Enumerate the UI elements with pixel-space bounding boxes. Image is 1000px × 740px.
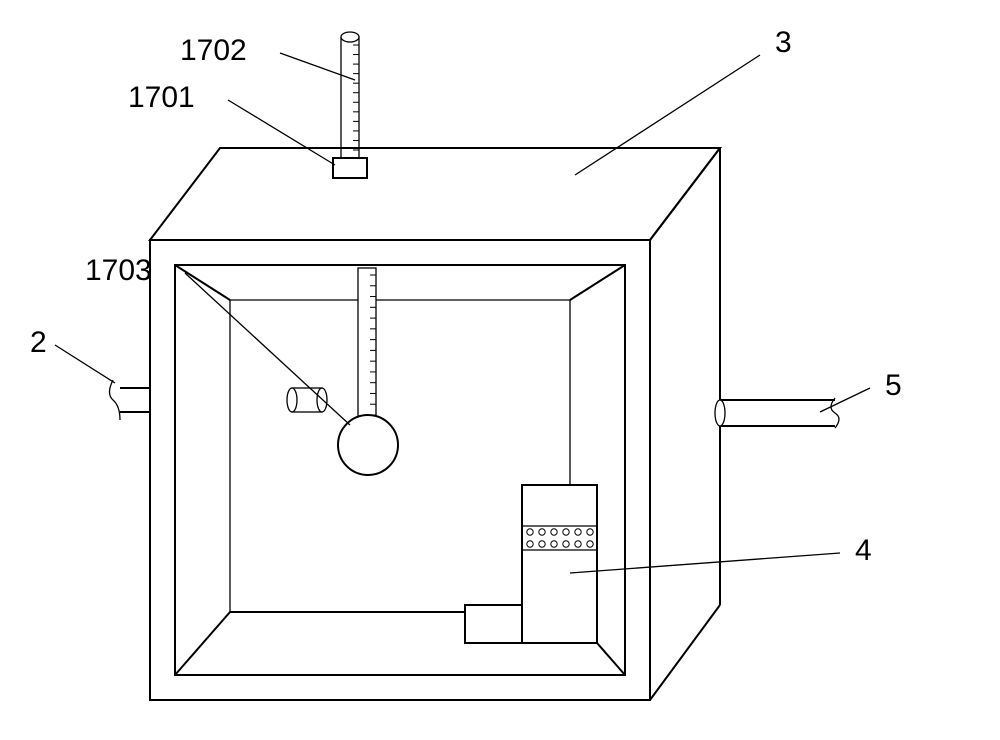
leader-line: [55, 345, 115, 383]
leader-line: [185, 273, 350, 425]
inner-block-step: [465, 605, 522, 643]
leader-line: [280, 53, 355, 80]
label-5: 5: [885, 369, 902, 402]
inner-block-main: [522, 485, 597, 643]
label-1701: 1701: [128, 81, 195, 114]
label-3: 3: [775, 26, 792, 59]
label-4: 4: [855, 534, 872, 567]
float-ball: [338, 415, 398, 475]
label-1703: 1703: [85, 254, 152, 287]
leader-line: [570, 553, 840, 573]
leader-line: [228, 100, 335, 165]
leader-line: [575, 55, 760, 175]
box-top-face: [150, 148, 720, 240]
label-1702: 1702: [180, 34, 247, 67]
inner-rod: [358, 268, 376, 421]
top-tube-collar: [333, 158, 367, 178]
top-tube-cap: [341, 32, 359, 42]
label-2: 2: [30, 326, 47, 359]
diagram-canvas: 1702 1701 3 1703 2 5 4: [0, 0, 1000, 740]
